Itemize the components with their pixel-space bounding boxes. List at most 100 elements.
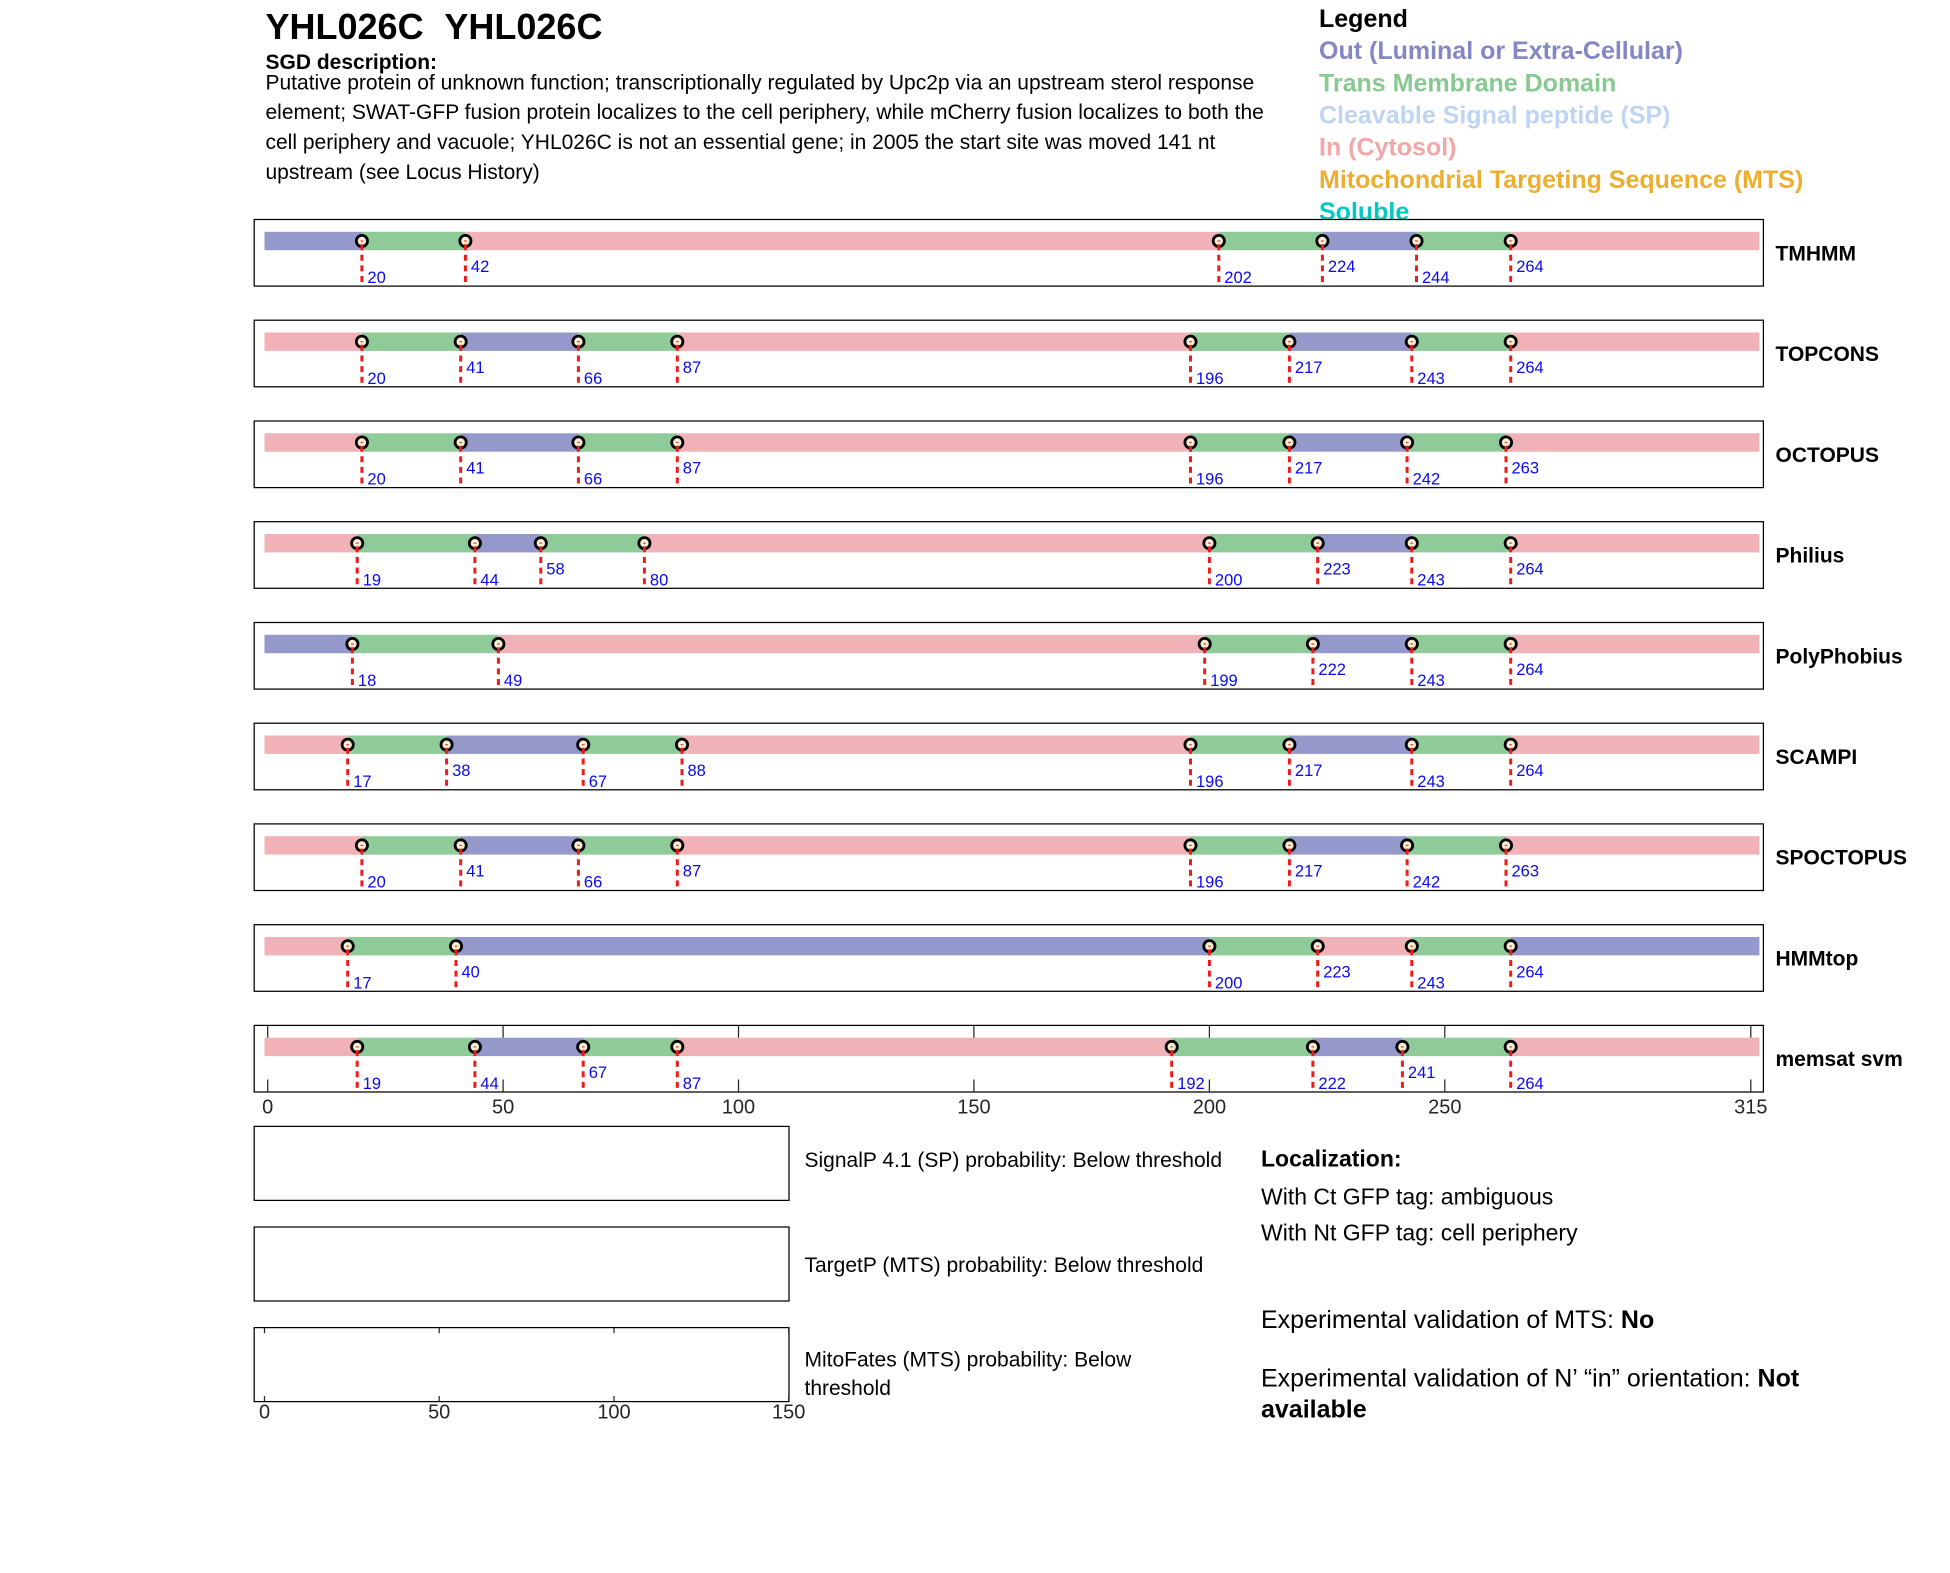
svg-text:38: 38 xyxy=(452,762,470,780)
svg-text:243: 243 xyxy=(1417,571,1445,589)
svg-text:Experimental validation of N’: Experimental validation of N’ “in” orien… xyxy=(1261,1365,1800,1393)
svg-text:217: 217 xyxy=(1295,762,1323,780)
svg-text:150: 150 xyxy=(772,1402,805,1424)
svg-text:YHL026C: YHL026C xyxy=(444,6,602,47)
svg-text:67: 67 xyxy=(589,1064,607,1082)
svg-text:Localization:: Localization: xyxy=(1261,1146,1402,1172)
svg-text:MitoFates (MTS) probability: B: MitoFates (MTS) probability: Below xyxy=(805,1349,1133,1372)
svg-text:TargetP (MTS) probability: Bel: TargetP (MTS) probability: Below thresho… xyxy=(805,1254,1204,1277)
svg-text:67: 67 xyxy=(589,773,607,791)
svg-text:Soluble: Soluble xyxy=(1319,198,1409,226)
svg-text:20: 20 xyxy=(367,471,385,489)
svg-text:66: 66 xyxy=(584,874,602,892)
svg-text:49: 49 xyxy=(504,672,522,690)
svg-text:264: 264 xyxy=(1516,661,1544,679)
svg-text:20: 20 xyxy=(367,874,385,892)
svg-text:50: 50 xyxy=(492,1097,514,1119)
svg-text:196: 196 xyxy=(1196,773,1224,791)
svg-text:80: 80 xyxy=(650,571,668,589)
svg-text:element; SWAT-GFP fusion prote: element; SWAT-GFP fusion protein localiz… xyxy=(266,101,1264,124)
svg-text:66: 66 xyxy=(584,471,602,489)
svg-text:242: 242 xyxy=(1413,471,1441,489)
svg-text:Mitochondrial Targeting Sequen: Mitochondrial Targeting Sequence (MTS) xyxy=(1319,166,1803,194)
svg-text:YHL026C: YHL026C xyxy=(266,6,424,47)
svg-text:200: 200 xyxy=(1193,1097,1226,1119)
svg-text:With Nt GFP tag: cell peripher: With Nt GFP tag: cell periphery xyxy=(1261,1220,1578,1246)
svg-text:243: 243 xyxy=(1417,773,1445,791)
svg-text:223: 223 xyxy=(1323,560,1351,578)
svg-text:cell periphery and vacuole; YH: cell periphery and vacuole; YHL026C is n… xyxy=(266,131,1216,154)
svg-text:264: 264 xyxy=(1516,560,1544,578)
svg-text:217: 217 xyxy=(1295,359,1323,377)
svg-text:243: 243 xyxy=(1417,974,1445,992)
svg-text:222: 222 xyxy=(1318,1075,1346,1093)
svg-text:217: 217 xyxy=(1295,863,1323,881)
svg-text:224: 224 xyxy=(1328,258,1356,276)
svg-text:TMHMM: TMHMM xyxy=(1776,242,1856,265)
svg-text:217: 217 xyxy=(1295,460,1323,478)
svg-text:66: 66 xyxy=(584,370,602,388)
svg-text:264: 264 xyxy=(1516,762,1544,780)
svg-text:264: 264 xyxy=(1516,1075,1544,1093)
svg-text:200: 200 xyxy=(1215,974,1243,992)
svg-text:TOPCONS: TOPCONS xyxy=(1776,343,1879,366)
svg-text:200: 200 xyxy=(1215,571,1243,589)
svg-text:upstream (see Locus History): upstream (see Locus History) xyxy=(266,161,540,184)
svg-text:SGD description:: SGD description: xyxy=(266,51,438,74)
svg-text:87: 87 xyxy=(683,863,701,881)
svg-text:In (Cytosol): In (Cytosol) xyxy=(1319,134,1457,162)
svg-text:memsat svm: memsat svm xyxy=(1776,1048,1903,1071)
svg-text:243: 243 xyxy=(1417,370,1445,388)
svg-text:20: 20 xyxy=(367,370,385,388)
svg-text:HMMtop: HMMtop xyxy=(1776,948,1859,971)
svg-text:18: 18 xyxy=(358,672,376,690)
svg-text:Cleavable Signal peptide (SP): Cleavable Signal peptide (SP) xyxy=(1319,102,1670,130)
svg-text:196: 196 xyxy=(1196,874,1224,892)
svg-text:88: 88 xyxy=(688,762,706,780)
svg-text:192: 192 xyxy=(1177,1075,1205,1093)
svg-text:264: 264 xyxy=(1516,359,1544,377)
svg-text:17: 17 xyxy=(353,773,371,791)
svg-text:87: 87 xyxy=(683,1075,701,1093)
svg-text:223: 223 xyxy=(1323,963,1351,981)
svg-text:19: 19 xyxy=(363,1075,381,1093)
svg-text:Out (Luminal or Extra-Cellular: Out (Luminal or Extra-Cellular) xyxy=(1319,37,1683,65)
svg-text:100: 100 xyxy=(597,1402,630,1424)
svg-text:threshold: threshold xyxy=(805,1377,891,1400)
svg-text:196: 196 xyxy=(1196,471,1224,489)
svg-text:242: 242 xyxy=(1413,874,1441,892)
svg-text:0: 0 xyxy=(259,1402,270,1424)
svg-text:17: 17 xyxy=(353,974,371,992)
svg-text:Putative protein of unknown fu: Putative protein of unknown function; tr… xyxy=(266,71,1255,94)
svg-text:196: 196 xyxy=(1196,370,1224,388)
svg-text:244: 244 xyxy=(1422,269,1450,287)
svg-text:SignalP 4.1 (SP) probability:: SignalP 4.1 (SP) probability: Below thre… xyxy=(805,1149,1223,1172)
svg-text:42: 42 xyxy=(471,258,489,276)
svg-text:Philius: Philius xyxy=(1776,545,1845,568)
svg-text:20: 20 xyxy=(367,269,385,287)
svg-text:With Ct GFP tag: ambiguous: With Ct GFP tag: ambiguous xyxy=(1261,1184,1553,1210)
svg-text:199: 199 xyxy=(1210,672,1238,690)
svg-text:19: 19 xyxy=(363,571,381,589)
svg-text:41: 41 xyxy=(466,863,484,881)
svg-text:44: 44 xyxy=(480,1075,498,1093)
svg-text:41: 41 xyxy=(466,359,484,377)
svg-text:SCAMPI: SCAMPI xyxy=(1776,746,1858,769)
svg-text:58: 58 xyxy=(546,560,564,578)
svg-text:315: 315 xyxy=(1734,1097,1767,1119)
svg-text:Trans Membrane Domain: Trans Membrane Domain xyxy=(1319,69,1616,97)
svg-text:87: 87 xyxy=(683,460,701,478)
svg-text:PolyPhobius: PolyPhobius xyxy=(1776,645,1903,668)
svg-text:150: 150 xyxy=(957,1097,990,1119)
svg-text:250: 250 xyxy=(1428,1097,1461,1119)
svg-text:241: 241 xyxy=(1408,1064,1436,1082)
svg-text:100: 100 xyxy=(722,1097,755,1119)
svg-text:40: 40 xyxy=(462,963,480,981)
svg-text:264: 264 xyxy=(1516,963,1544,981)
svg-text:OCTOPUS: OCTOPUS xyxy=(1776,444,1879,467)
svg-text:Legend: Legend xyxy=(1319,5,1408,33)
svg-text:0: 0 xyxy=(262,1097,273,1119)
svg-text:Experimental validation of MTS: Experimental validation of MTS: No xyxy=(1261,1306,1654,1334)
svg-text:264: 264 xyxy=(1516,258,1544,276)
svg-text:243: 243 xyxy=(1417,672,1445,690)
